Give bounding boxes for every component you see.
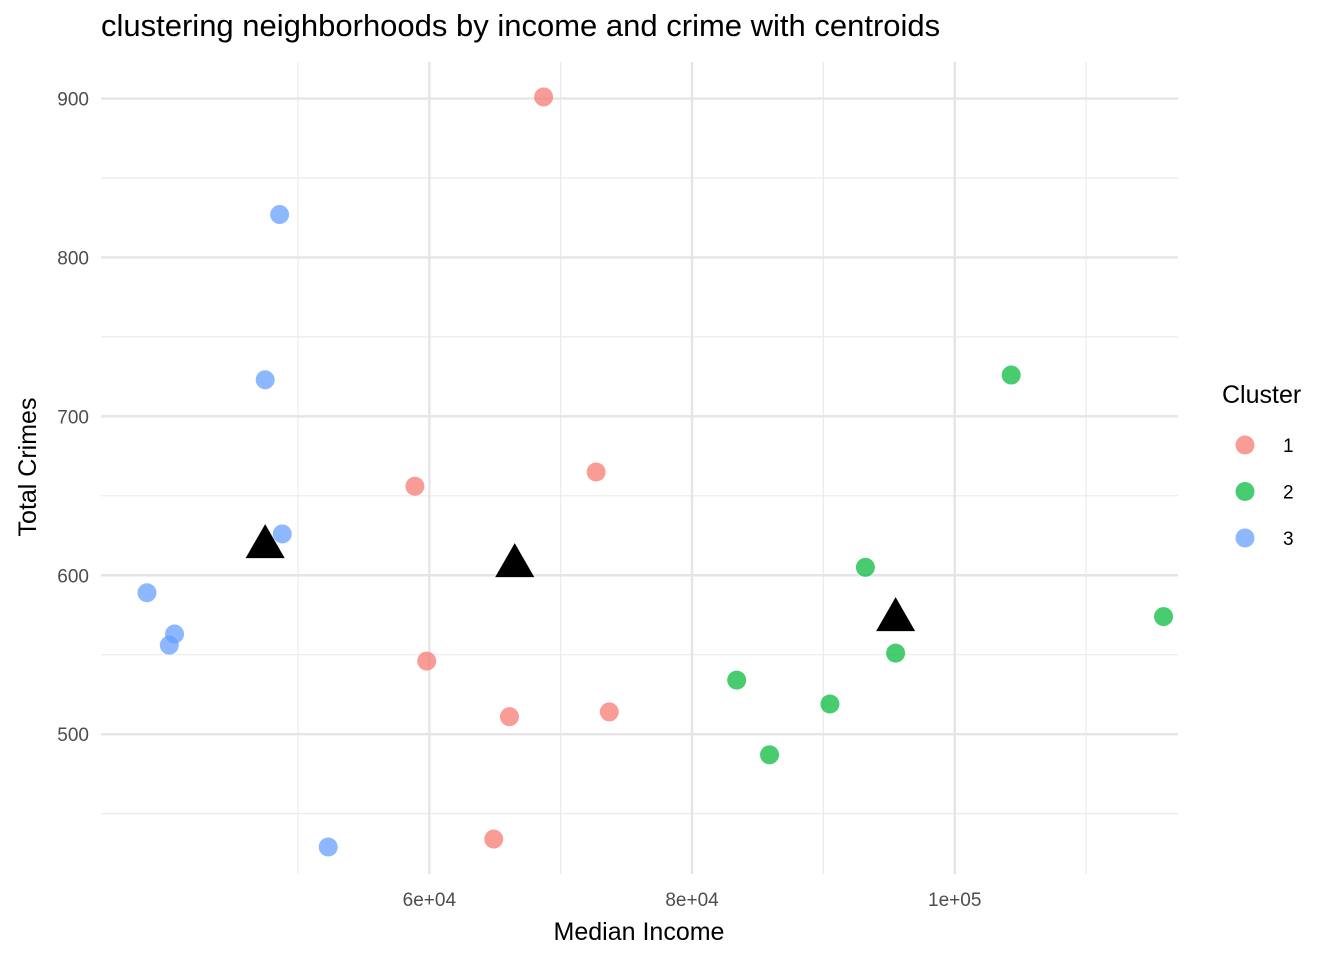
centroid-triangle: [245, 524, 285, 559]
data-point-cluster-1: [484, 829, 504, 849]
y-tick-label: 700: [57, 407, 89, 428]
y-tick-label: 600: [57, 566, 89, 587]
data-point-cluster-1: [534, 87, 554, 107]
x-tick-label: 1e+05: [928, 890, 981, 911]
data-point-cluster-3: [272, 524, 292, 544]
data-point-cluster-2: [886, 643, 906, 663]
centroid-triangle: [495, 543, 535, 578]
data-point-cluster-2: [855, 557, 875, 577]
data-point-cluster-1: [417, 651, 437, 671]
data-point-cluster-3: [137, 583, 157, 603]
legend-label: 1: [1283, 436, 1294, 457]
data-point-cluster-3: [255, 370, 275, 390]
y-axis-title: Total Crimes: [14, 398, 42, 537]
legend-title: Cluster: [1222, 381, 1301, 409]
data-point-cluster-1: [405, 476, 425, 496]
y-tick-label: 800: [57, 248, 89, 269]
data-point-cluster-2: [727, 670, 747, 690]
legend-label: 3: [1283, 529, 1294, 550]
major-gridlines: [101, 62, 1178, 874]
legend: Cluster 1 2 3: [1222, 381, 1301, 550]
legend-key-cluster-1: [1235, 435, 1255, 455]
y-tick-label: 900: [57, 90, 89, 111]
data-point-cluster-1: [599, 702, 619, 722]
centroid-markers: [245, 524, 916, 632]
legend-key-cluster-3: [1235, 528, 1255, 548]
data-points: [137, 87, 1174, 857]
centroid-triangle: [876, 597, 916, 632]
data-point-cluster-2: [1154, 607, 1174, 627]
chart-title: clustering neighborhoods by income and c…: [101, 8, 941, 43]
data-point-cluster-2: [1001, 365, 1021, 385]
y-tick-label: 500: [57, 725, 89, 746]
data-point-cluster-3: [318, 837, 338, 857]
x-tick-label: 6e+04: [403, 890, 457, 911]
data-point-cluster-1: [499, 707, 519, 727]
data-point-cluster-2: [820, 694, 840, 714]
data-point-cluster-3: [270, 205, 290, 225]
data-point-cluster-2: [760, 745, 780, 765]
x-axis-title: Median Income: [554, 918, 725, 946]
legend-label: 2: [1283, 483, 1294, 504]
data-point-cluster-1: [586, 462, 606, 482]
x-axis-tick-labels: 6e+04 8e+04 1e+05: [403, 890, 982, 911]
minor-gridlines: [101, 62, 1178, 874]
data-point-cluster-3: [159, 635, 179, 655]
y-axis-tick-labels: 500 600 700 800 900: [57, 90, 89, 747]
x-tick-label: 8e+04: [665, 890, 719, 911]
legend-key-cluster-2: [1235, 482, 1255, 501]
